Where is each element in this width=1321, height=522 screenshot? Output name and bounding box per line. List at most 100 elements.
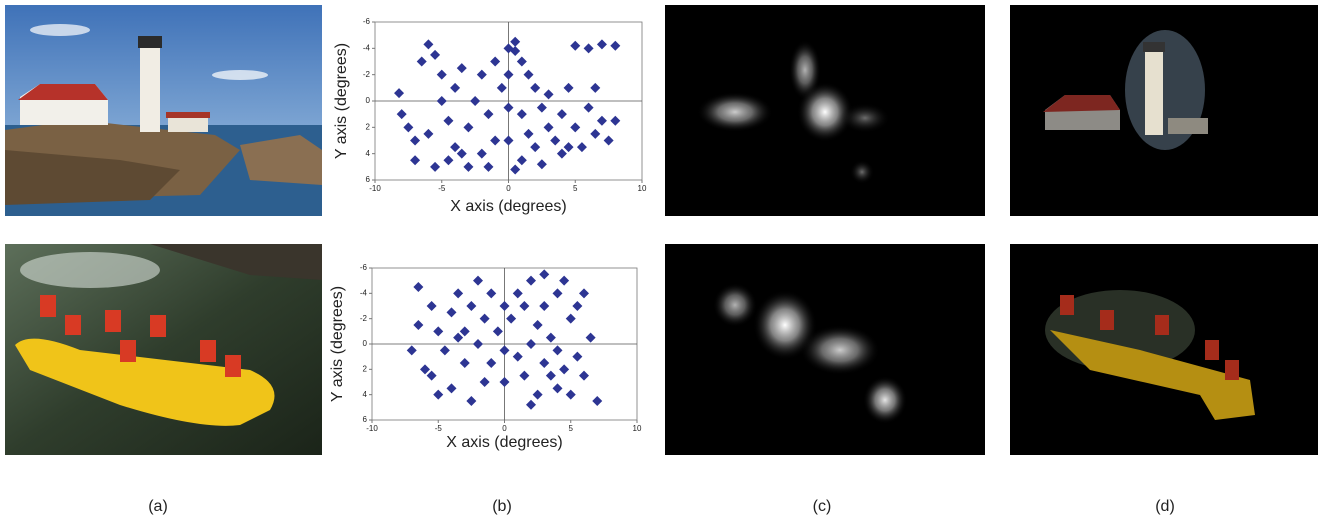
scatter-point xyxy=(447,383,457,393)
scatter-point xyxy=(437,70,447,80)
scatter-point xyxy=(413,282,423,292)
scatter-point xyxy=(490,136,500,146)
scatter-point xyxy=(557,109,567,119)
scatter-point xyxy=(577,142,587,152)
scatter-point xyxy=(564,83,574,93)
scatter-point xyxy=(559,276,569,286)
scatter-point xyxy=(483,109,493,119)
scatter-point xyxy=(584,103,594,113)
scatter-point xyxy=(553,288,563,298)
y-tick-label: -2 xyxy=(360,314,368,323)
y-tick-label: 0 xyxy=(363,339,368,348)
scatter-point xyxy=(410,136,420,146)
scatter-point xyxy=(466,396,476,406)
scatter-point xyxy=(510,37,520,47)
scatter-point xyxy=(533,390,543,400)
scatter-point xyxy=(473,339,483,349)
panel-label: (d) xyxy=(1155,498,1175,515)
scatter-point xyxy=(550,136,560,146)
masked-photo xyxy=(1010,5,1318,455)
scatter-point xyxy=(570,122,580,132)
figure: (a) (b) (c) (d) -10-50510-6-4-20246X axi… xyxy=(0,0,1321,522)
y-tick-label: 6 xyxy=(363,415,368,424)
scatter-point xyxy=(553,345,563,355)
scatter-point xyxy=(546,333,556,343)
scatter-point xyxy=(546,371,556,381)
scatter-point xyxy=(572,301,582,311)
scatter-point xyxy=(513,288,523,298)
scatter-point xyxy=(504,136,514,146)
y-tick-label: -4 xyxy=(360,288,368,297)
scatter-point xyxy=(597,39,607,49)
scatter-point xyxy=(524,129,534,139)
scatter-point xyxy=(457,63,467,73)
scatter-point xyxy=(610,41,620,51)
x-tick-label: 5 xyxy=(569,424,574,433)
scatter-point xyxy=(579,371,589,381)
scatter-point xyxy=(423,129,433,139)
scatter-point xyxy=(473,276,483,286)
panel-label: (b) xyxy=(492,498,512,515)
x-tick-label: 0 xyxy=(506,184,511,193)
scatter-point xyxy=(453,333,463,343)
scatter-point xyxy=(530,83,540,93)
scatter-point xyxy=(440,345,450,355)
scatter-point xyxy=(427,301,437,311)
scatter-point xyxy=(480,314,490,324)
scatter-point xyxy=(483,162,493,172)
y-tick-label: -4 xyxy=(363,43,371,52)
scatter-point xyxy=(453,288,463,298)
scatter-point xyxy=(539,301,549,311)
y-tick-label: 4 xyxy=(363,390,368,399)
scatter-point xyxy=(447,307,457,317)
y-tick-label: -6 xyxy=(363,17,371,26)
scatter-point xyxy=(524,70,534,80)
scatter-point xyxy=(519,371,529,381)
scatter-point xyxy=(504,70,514,80)
scatter-point xyxy=(460,326,470,336)
scatter-point xyxy=(586,333,596,343)
scatter-point xyxy=(410,155,420,165)
scatter-point xyxy=(579,288,589,298)
scatter-point xyxy=(557,149,567,159)
scatter-point xyxy=(450,83,460,93)
scatter-point xyxy=(553,383,563,393)
scatter-point xyxy=(610,116,620,126)
scatter-point xyxy=(443,116,453,126)
y-tick-label: 0 xyxy=(366,96,371,105)
scatter-point xyxy=(504,103,514,113)
scatter-point xyxy=(510,164,520,174)
scatter-point xyxy=(570,41,580,51)
scatter-point xyxy=(517,57,527,67)
y-axis-label: Y axis (degrees) xyxy=(333,43,350,159)
scatter-point xyxy=(530,142,540,152)
scatter-point xyxy=(486,358,496,368)
scatter-point xyxy=(513,352,523,362)
y-tick-label: -6 xyxy=(360,263,368,272)
scatter-point xyxy=(500,377,510,387)
scatter-point xyxy=(604,136,614,146)
scatter-point xyxy=(433,326,443,336)
x-axis-label: X axis (degrees) xyxy=(450,198,567,215)
scatter-point xyxy=(537,159,547,169)
scatter-point xyxy=(500,345,510,355)
scatter-point xyxy=(477,149,487,159)
scatter-point xyxy=(544,89,554,99)
scatter-point xyxy=(477,70,487,80)
scatter-point xyxy=(533,320,543,330)
scatter-point xyxy=(470,96,480,106)
scatter-point xyxy=(517,109,527,119)
x-tick-label: -5 xyxy=(438,184,446,193)
scatter-point xyxy=(433,390,443,400)
scatter-point xyxy=(423,39,433,49)
scatter-point xyxy=(480,377,490,387)
scatter-point xyxy=(403,122,413,132)
scatter-point xyxy=(397,109,407,119)
scatter-point xyxy=(592,396,602,406)
scatter-point xyxy=(519,301,529,311)
scatter-point xyxy=(463,122,473,132)
x-tick-label: 0 xyxy=(502,424,507,433)
scatter-point xyxy=(539,269,549,279)
scatter-point xyxy=(430,162,440,172)
scatter-point xyxy=(566,390,576,400)
